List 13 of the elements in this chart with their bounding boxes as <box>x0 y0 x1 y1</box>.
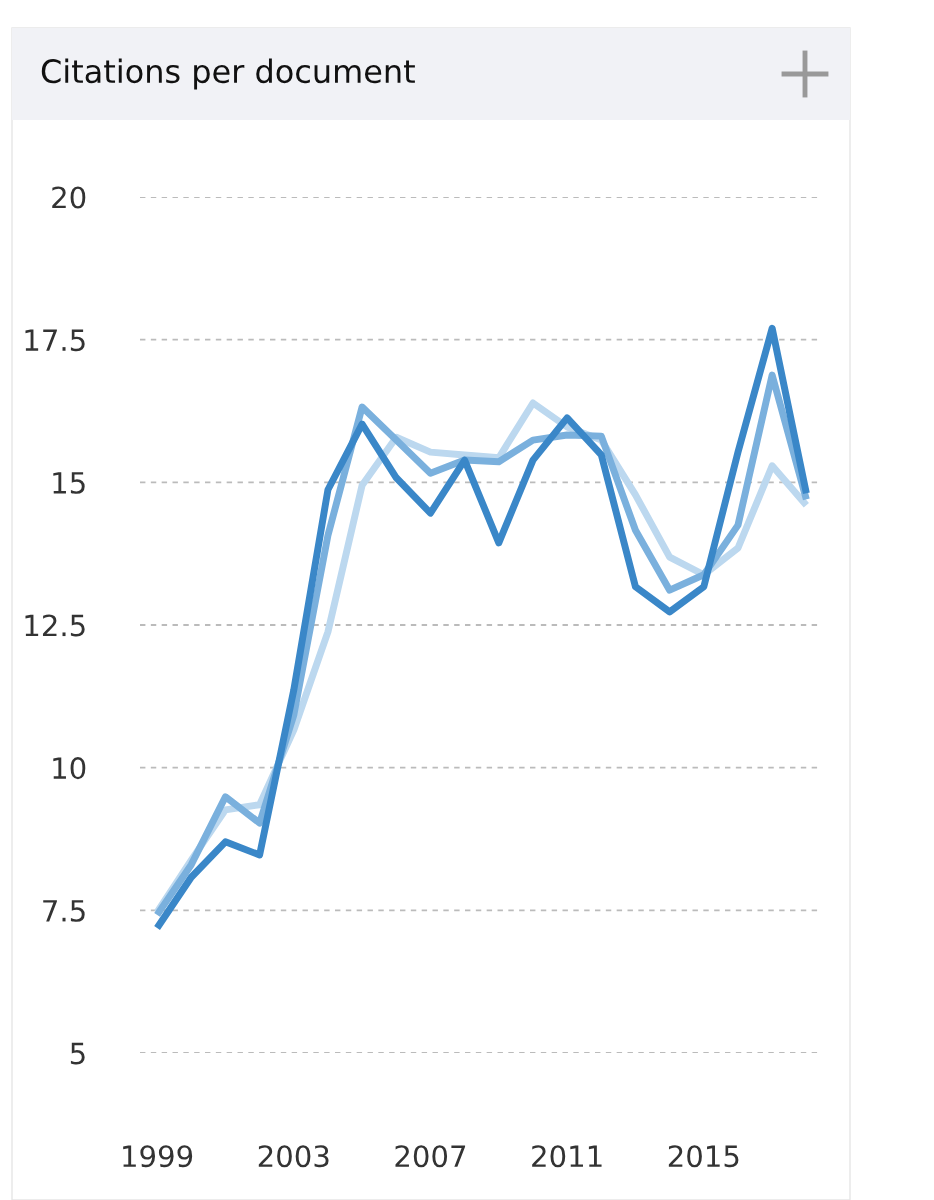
y-tick-label: 20 <box>52 186 86 209</box>
x-tick-label: 2011 <box>532 1145 602 1168</box>
y-tick-label: 12.5 <box>25 614 85 637</box>
x-tick-label: 1999 <box>123 1145 193 1168</box>
y-tick-label: 7.5 <box>43 900 85 922</box>
y-tick-label: 17.5 <box>25 329 85 352</box>
x-tick-label: 2003 <box>258 1145 329 1168</box>
chart-title: Citations per document <box>41 58 415 90</box>
y-tick-label: 15 <box>53 472 85 494</box>
x-tick-label: 2007 <box>395 1145 466 1168</box>
y-tick-label: 5 <box>70 1042 85 1065</box>
x-tick-label: 2015 <box>668 1145 739 1168</box>
y-tick-label: 10 <box>53 757 86 780</box>
